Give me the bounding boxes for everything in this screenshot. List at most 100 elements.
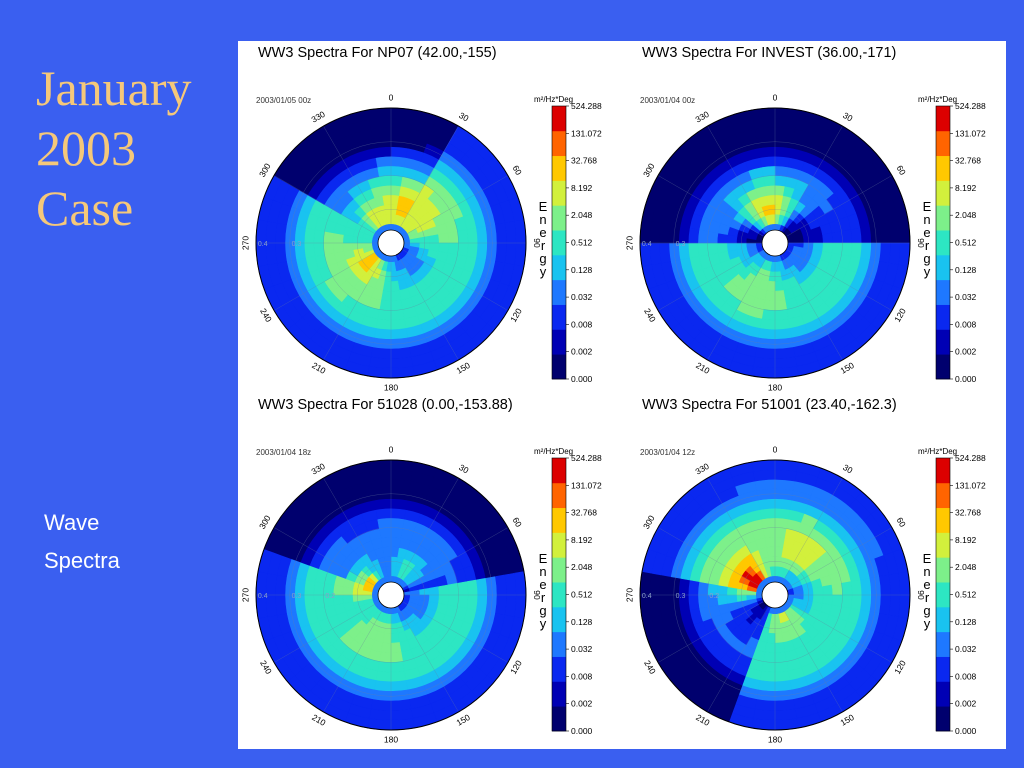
spectrum-cell bbox=[447, 594, 459, 608]
colorbar-swatch bbox=[552, 482, 566, 509]
spectrum-cell bbox=[390, 661, 405, 673]
spectrum-cell bbox=[504, 572, 517, 596]
polar-border bbox=[639, 459, 911, 731]
spectrum-cell bbox=[831, 594, 843, 608]
slide-title-line-3: Case bbox=[36, 180, 134, 236]
polar-center-hole bbox=[761, 229, 789, 257]
colorbar-tick-label: 0.000 bbox=[571, 726, 593, 736]
spectrum-cell bbox=[428, 586, 440, 596]
slide-title: January 2003 Case bbox=[36, 58, 236, 238]
colorbar-unit: m²/Hz*Deg bbox=[918, 95, 957, 104]
spectrum-cell bbox=[375, 507, 392, 520]
spectrum-cell bbox=[860, 577, 872, 596]
grid-spoke bbox=[707, 125, 776, 244]
spectrum-cell bbox=[687, 227, 700, 244]
spectrum-cell bbox=[774, 290, 786, 302]
spectrum-cell bbox=[375, 318, 392, 331]
spectrum-cell bbox=[774, 136, 794, 149]
spectrum-cell bbox=[274, 222, 287, 244]
spectrum-cell bbox=[332, 242, 344, 254]
spectrum-cell bbox=[303, 227, 316, 244]
colorbar-swatch bbox=[936, 507, 950, 533]
direction-tick-label: 300 bbox=[641, 161, 657, 179]
spectrum-cell bbox=[390, 517, 405, 529]
colorbar-tick-label: 0.512 bbox=[955, 590, 977, 600]
direction-tick-label: 210 bbox=[694, 360, 712, 376]
spectrum-cell bbox=[752, 469, 776, 482]
spectrum-cell bbox=[504, 242, 517, 266]
spectrum-cell bbox=[274, 574, 287, 596]
spectrum-cell bbox=[323, 242, 335, 256]
spectrum-cell bbox=[879, 594, 892, 616]
radial-label: 0.3 bbox=[676, 593, 686, 600]
colorbar-label-letter: e bbox=[923, 577, 930, 592]
colorbar-swatch bbox=[552, 557, 566, 583]
radial-label: 0.4 bbox=[258, 241, 268, 248]
colorbar-swatch bbox=[552, 706, 566, 732]
colorbar-tick-label: 0.032 bbox=[955, 292, 977, 302]
spectrum-cell bbox=[726, 594, 738, 604]
radial-label: 0.2 bbox=[325, 593, 335, 600]
spectrum-cell bbox=[850, 594, 863, 611]
colorbar-tick-label: 8.192 bbox=[955, 535, 977, 545]
grid-spoke bbox=[273, 594, 392, 663]
colorbar-swatch bbox=[936, 180, 950, 206]
colorbar-tick-label: 0.008 bbox=[571, 671, 593, 681]
grid-spoke bbox=[657, 527, 776, 596]
spectrum-cell bbox=[759, 507, 776, 520]
spectrum-cell bbox=[457, 581, 469, 596]
spectrum-cell bbox=[390, 146, 409, 158]
spectrum-cell bbox=[390, 328, 409, 340]
radial-label: 0.4 bbox=[642, 593, 652, 600]
colorbar-label-letter: g bbox=[923, 251, 930, 266]
spectrum-cell bbox=[390, 356, 414, 369]
colorbar-label-letter: n bbox=[539, 564, 546, 579]
colorbar-swatch bbox=[552, 279, 566, 305]
spectrum-cell bbox=[831, 242, 843, 256]
grid-spoke bbox=[774, 242, 843, 361]
colorbar-swatch bbox=[552, 606, 566, 633]
spectrum-cell bbox=[265, 220, 278, 244]
grid-spoke bbox=[657, 594, 776, 663]
spectrum-cell bbox=[390, 165, 405, 177]
spectrum-cell bbox=[390, 642, 402, 654]
colorbar-label-letter: e bbox=[923, 225, 930, 240]
colorbar-unit: m²/Hz*Deg bbox=[534, 95, 573, 104]
colorbar-swatch bbox=[552, 254, 566, 281]
spectrum-cell bbox=[774, 280, 784, 292]
colorbar-tick-label: 131.072 bbox=[955, 480, 986, 490]
colorbar-swatch bbox=[552, 507, 566, 533]
spectrum-cell bbox=[774, 670, 791, 683]
spectrum-cell bbox=[850, 579, 863, 596]
spectra-panels-svg: WW3 Spectra For NP07 (42.00,-155) 2003/01… bbox=[240, 45, 986, 744]
spectrum-cell bbox=[372, 136, 392, 149]
spectrum-cell bbox=[377, 661, 392, 673]
grid-spoke bbox=[273, 527, 392, 596]
spectrum-cell bbox=[303, 242, 316, 259]
colorbar-swatch bbox=[552, 329, 566, 355]
colorbar-tick-label: 2.048 bbox=[571, 210, 593, 220]
colorbar-tick-label: 0.128 bbox=[571, 265, 593, 275]
colorbar-tick-label: 0.002 bbox=[955, 699, 977, 709]
colorbar-swatch bbox=[552, 354, 566, 380]
colorbar-tick-label: 8.192 bbox=[571, 183, 593, 193]
spectrum-cell bbox=[687, 579, 700, 596]
colorbar-tick-label: 0.002 bbox=[571, 699, 593, 709]
spectrum-cell bbox=[390, 527, 404, 539]
spectrum-cell bbox=[888, 572, 901, 596]
spectrum-cell bbox=[368, 469, 392, 482]
colorbar-label-letter: E bbox=[539, 199, 548, 214]
spectrum-cell bbox=[447, 242, 459, 256]
direction-tick-label: 180 bbox=[768, 382, 782, 392]
colorbar-label-letter: e bbox=[539, 577, 546, 592]
spectrum-cell bbox=[716, 242, 728, 254]
grid-spoke bbox=[323, 477, 392, 596]
spectrum-cell bbox=[774, 309, 789, 321]
spectrum-cell bbox=[687, 242, 700, 259]
spectrum-cell bbox=[390, 498, 409, 510]
spectrum-cell bbox=[774, 699, 796, 712]
grid-spoke bbox=[390, 477, 459, 596]
spectrum-cell bbox=[658, 574, 671, 596]
spectrum-cell bbox=[774, 318, 791, 331]
spectrum-cell bbox=[707, 242, 719, 256]
